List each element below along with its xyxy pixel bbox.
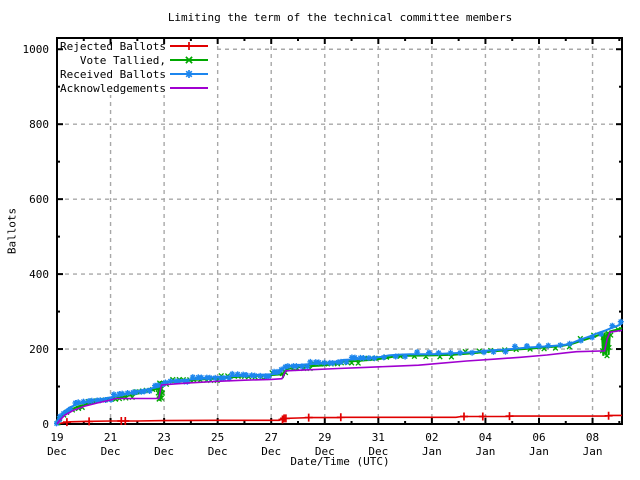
x-tick-month-label: Dec	[154, 445, 174, 458]
x-tick-month-label: Dec	[101, 445, 121, 458]
x-tick-month-label: Jan	[529, 445, 549, 458]
y-tick-label: 1000	[23, 43, 50, 56]
legend-label-tallied: Vote Tallied,	[80, 54, 166, 67]
legend-marker-asterisk-icon	[185, 70, 193, 78]
x-tick-label: 04	[479, 431, 493, 444]
x-tick-label: 06	[532, 431, 545, 444]
legend-label-acks: Acknowledgements	[60, 82, 166, 95]
legend-label-received: Received Ballots	[60, 68, 166, 81]
series-line-received	[56, 322, 623, 425]
x-tick-month-label: Dec	[261, 445, 281, 458]
x-tick-label: 27	[265, 431, 278, 444]
x-tick-label: 31	[372, 431, 385, 444]
series-line-tallied	[56, 327, 623, 425]
series-line-acks	[56, 329, 623, 425]
x-tick-label: 02	[425, 431, 438, 444]
y-axis-label: Ballots	[5, 207, 19, 255]
legend-marker-plus-icon	[185, 42, 193, 50]
x-tick-month-label: Dec	[315, 445, 335, 458]
x-tick-month-label: Jan	[422, 445, 442, 458]
series-markers-tallied	[55, 326, 621, 426]
x-tick-month-label: Dec	[368, 445, 388, 458]
legend-marker-cross-icon	[185, 56, 193, 64]
y-tick-label: 600	[29, 193, 49, 206]
x-tick-label: 23	[157, 431, 170, 444]
x-tick-label: 08	[586, 431, 599, 444]
x-tick-month-label: Dec	[47, 445, 67, 458]
y-tick-label: 400	[29, 268, 49, 281]
legend-label-rejected: Rejected Ballots	[60, 40, 166, 53]
x-tick-month-label: Jan	[475, 445, 495, 458]
x-tick-label: 29	[318, 431, 331, 444]
x-axis-label: Date/Time (UTC)	[290, 455, 390, 468]
x-tick-label: 25	[211, 431, 224, 444]
x-tick-label: 21	[104, 431, 117, 444]
y-tick-label: 200	[29, 343, 49, 356]
y-tick-label: 800	[29, 118, 49, 131]
x-tick-month-label: Dec	[208, 445, 228, 458]
series-markers-received	[54, 318, 624, 427]
series-markers-rejected	[62, 411, 613, 427]
y-tick-label: 0	[42, 418, 49, 431]
chart-title: Limiting the term of the technical commi…	[167, 11, 513, 24]
x-tick-label: 19	[50, 431, 63, 444]
x-tick-month-label: Jan	[583, 445, 603, 458]
plot-border	[56, 37, 623, 425]
